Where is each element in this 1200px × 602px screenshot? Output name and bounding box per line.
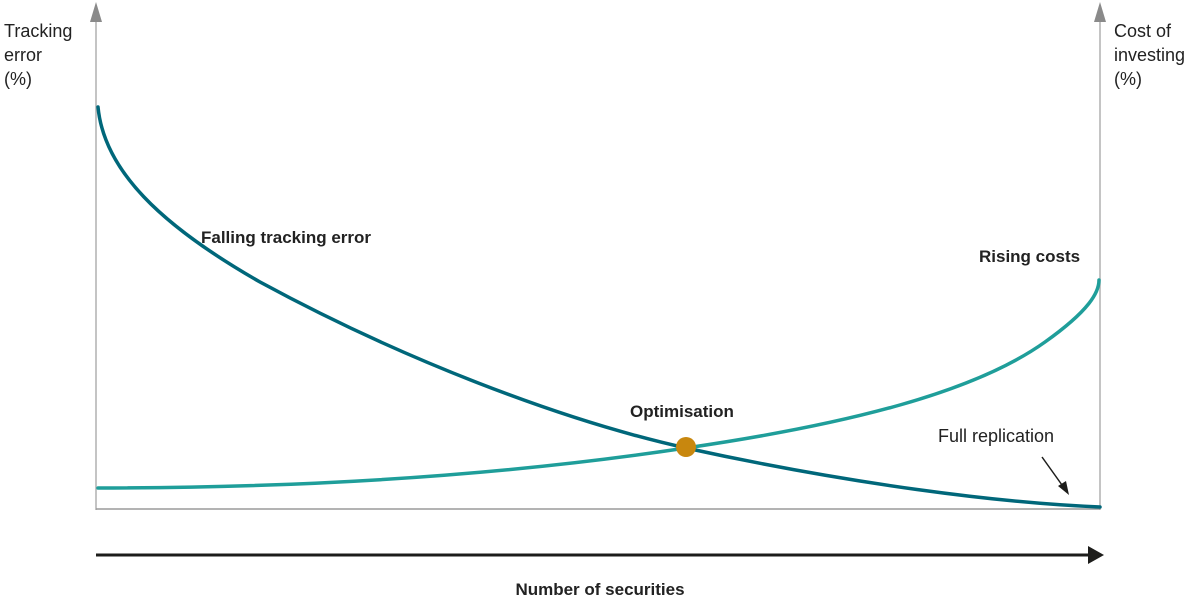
left-axis-arrowhead (90, 2, 102, 22)
x-axis-arrowhead (1088, 546, 1104, 564)
right-axis-arrowhead (1094, 2, 1106, 22)
left-axis-label-line: Tracking (4, 21, 73, 41)
left-axis-label-line: error (4, 45, 43, 65)
left-axis-label-line: (%) (4, 69, 32, 89)
costs-curve (96, 278, 1101, 490)
x-axis-label: Number of securities (515, 580, 685, 599)
right-axis-label-line: investing (1114, 45, 1186, 65)
falling-tracking-error-label: Falling tracking error (201, 228, 372, 247)
right-axis-label-line: Cost of (1114, 21, 1172, 41)
optimisation-point (676, 437, 696, 457)
right-axis-label: Cost of investing (%) (1114, 19, 1185, 91)
rising-costs-label: Rising costs (979, 247, 1081, 266)
full-replication-pointer-head (1058, 481, 1069, 495)
optimisation-label: Optimisation (630, 402, 734, 421)
left-axis-label: Tracking error (%) (4, 19, 72, 91)
full-replication-label: Full replication (938, 426, 1055, 446)
full-replication-pointer (1041, 456, 1063, 486)
right-axis-label-line: (%) (1114, 69, 1142, 89)
tracking-error-curve (96, 105, 1102, 509)
